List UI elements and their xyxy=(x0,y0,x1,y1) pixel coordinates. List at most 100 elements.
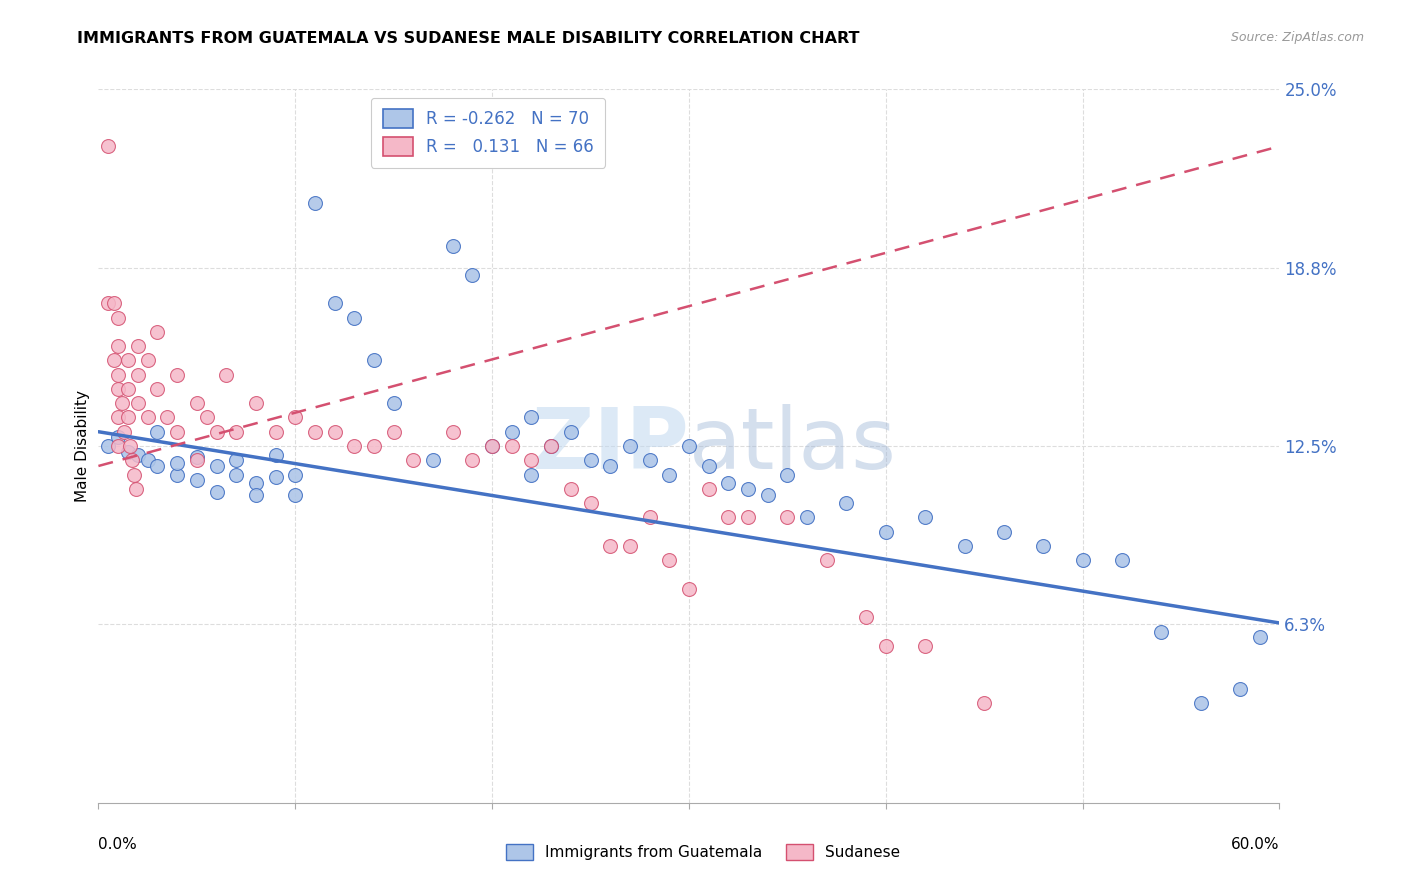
Point xyxy=(103,296,125,310)
Point xyxy=(97,439,120,453)
Point xyxy=(835,496,858,510)
Point xyxy=(284,487,307,501)
Point xyxy=(166,467,188,482)
Point xyxy=(717,510,740,524)
Point xyxy=(215,368,238,382)
Point xyxy=(914,639,936,653)
Point xyxy=(599,539,621,553)
Point xyxy=(245,476,267,491)
Point xyxy=(107,439,129,453)
Point xyxy=(796,510,818,524)
Point xyxy=(146,425,169,439)
Point xyxy=(136,353,159,368)
Point xyxy=(107,339,129,353)
Point xyxy=(343,310,366,325)
Point xyxy=(697,458,720,473)
Point xyxy=(953,539,976,553)
Point xyxy=(121,453,143,467)
Point xyxy=(156,410,179,425)
Text: ZIP: ZIP xyxy=(531,404,689,488)
Point xyxy=(304,196,326,211)
Point xyxy=(658,467,681,482)
Point xyxy=(993,524,1015,539)
Point xyxy=(441,239,464,253)
Y-axis label: Male Disability: Male Disability xyxy=(75,390,90,502)
Point xyxy=(127,339,149,353)
Point xyxy=(245,396,267,410)
Point xyxy=(756,487,779,501)
Point xyxy=(382,425,405,439)
Point xyxy=(481,439,503,453)
Point xyxy=(481,439,503,453)
Point xyxy=(363,353,385,368)
Point xyxy=(914,510,936,524)
Text: 0.0%: 0.0% xyxy=(98,837,138,852)
Point xyxy=(619,539,641,553)
Point xyxy=(205,458,228,473)
Point xyxy=(737,482,759,496)
Point xyxy=(461,453,484,467)
Point xyxy=(520,467,543,482)
Point xyxy=(166,425,188,439)
Point xyxy=(117,444,139,458)
Point xyxy=(619,439,641,453)
Point xyxy=(97,139,120,153)
Point xyxy=(186,450,208,465)
Point xyxy=(323,425,346,439)
Point xyxy=(146,325,169,339)
Point xyxy=(107,310,129,325)
Point xyxy=(540,439,562,453)
Point xyxy=(678,439,700,453)
Point xyxy=(520,453,543,467)
Point xyxy=(166,456,188,470)
Point xyxy=(225,467,247,482)
Point xyxy=(579,453,602,467)
Point xyxy=(599,458,621,473)
Point xyxy=(127,396,149,410)
Point xyxy=(205,425,228,439)
Point xyxy=(402,453,425,467)
Text: IMMIGRANTS FROM GUATEMALA VS SUDANESE MALE DISABILITY CORRELATION CHART: IMMIGRANTS FROM GUATEMALA VS SUDANESE MA… xyxy=(77,31,860,46)
Point xyxy=(717,476,740,491)
Point xyxy=(815,553,838,567)
Point xyxy=(638,510,661,524)
Point xyxy=(304,425,326,439)
Point xyxy=(107,430,129,444)
Point xyxy=(107,410,129,425)
Point xyxy=(343,439,366,453)
Point xyxy=(1229,681,1251,696)
Point xyxy=(107,368,129,382)
Point xyxy=(97,296,120,310)
Point xyxy=(117,410,139,425)
Point xyxy=(560,425,582,439)
Point xyxy=(117,382,139,396)
Text: 60.0%: 60.0% xyxy=(1232,837,1279,852)
Point xyxy=(166,368,188,382)
Point xyxy=(441,425,464,439)
Point xyxy=(186,473,208,487)
Point xyxy=(117,353,139,368)
Point xyxy=(540,439,562,453)
Point xyxy=(127,448,149,462)
Point xyxy=(1111,553,1133,567)
Point xyxy=(323,296,346,310)
Point xyxy=(122,467,145,482)
Point xyxy=(875,639,897,653)
Point xyxy=(1189,696,1212,710)
Point xyxy=(1150,624,1173,639)
Point xyxy=(127,368,149,382)
Point xyxy=(264,470,287,484)
Point xyxy=(112,425,135,439)
Point xyxy=(225,453,247,467)
Point xyxy=(678,582,700,596)
Point xyxy=(697,482,720,496)
Point xyxy=(136,453,159,467)
Point xyxy=(579,496,602,510)
Point xyxy=(776,510,799,524)
Point xyxy=(658,553,681,567)
Point xyxy=(1032,539,1054,553)
Point xyxy=(186,396,208,410)
Point xyxy=(264,448,287,462)
Point xyxy=(103,353,125,368)
Legend: Immigrants from Guatemala, Sudanese: Immigrants from Guatemala, Sudanese xyxy=(499,838,907,866)
